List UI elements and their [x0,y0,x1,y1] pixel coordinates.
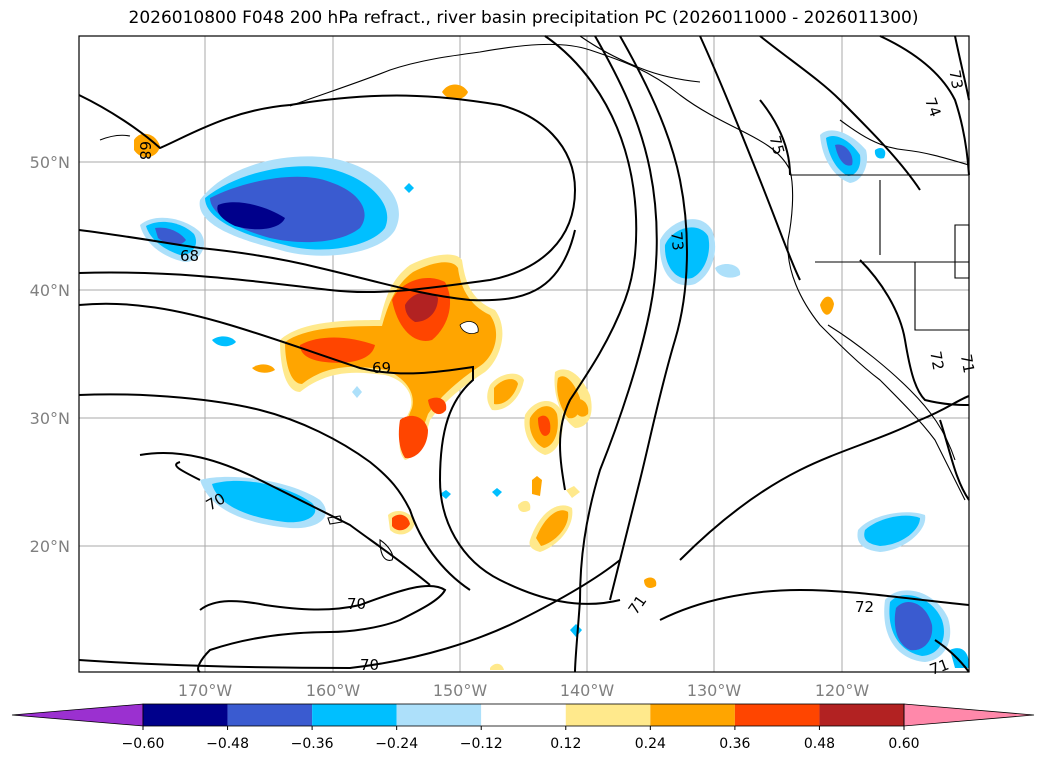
colorbar-swatch [143,704,228,726]
contour-label: 73 [945,69,966,91]
colorbar-tick-label: 0.12 [550,736,581,752]
colorbar-extend-high [903,703,1035,727]
lon-label: 170°W [178,681,233,700]
colorbar-tick-label: 0.24 [635,736,666,752]
colorbar-swatch [565,704,651,726]
longitude-labels: 170°W 160°W 150°W 140°W 130°W 120°W [178,681,870,700]
colorbar-swatch [396,704,482,726]
contour-label: 73 [667,231,687,252]
contour-label: 72 [926,350,947,372]
latitude-labels: 50°N 40°N 30°N 20°N [30,153,70,556]
lon-label: 160°W [306,681,361,700]
contour-label: 75 [766,134,788,157]
contour-label: 71 [957,353,978,375]
colorbar-tick-label: −0.24 [375,736,418,752]
contour-label: 68 [180,247,199,265]
map-title: 2026010800 F048 200 hPa refract., river … [128,8,919,28]
coastlines [99,35,970,561]
colorbar-swatch [650,704,735,726]
colorbar-swatch [481,704,566,726]
contour-label: 70 [347,595,366,613]
colorbar-tick-label: 0.36 [719,736,750,752]
contour-label: 69 [372,359,391,377]
lat-label: 20°N [30,537,70,556]
lon-label: 120°W [815,681,870,700]
contour-label: 72 [855,598,874,616]
colorbar-swatch [734,704,820,726]
colorbar-outline [142,703,905,727]
gridlines [79,36,969,672]
negative-precip-anomalies [140,130,970,668]
colorbar-extend-low [11,703,144,727]
colorbar-swatch [312,704,397,726]
colorbar-tick-label: −0.48 [206,736,249,752]
colorbar-tick-label: −0.60 [122,736,165,752]
lon-label: 150°W [433,681,488,700]
lon-label: 130°W [687,681,742,700]
lon-label: 140°W [560,681,615,700]
contour-label: 74 [921,95,944,119]
colorbar-swatch [227,704,313,726]
colorbar-tick-label: 0.48 [804,736,835,752]
colorbar-tick-label: 0.60 [888,736,919,752]
map-frame [78,35,970,673]
colorbar-swatch [819,704,904,726]
colorbar-tick-label: −0.36 [291,736,334,752]
contour-lines [78,35,970,673]
contour-label: 70 [360,656,379,674]
positive-precip-anomalies [134,84,834,670]
contour-label: 68 [136,141,154,160]
colorbar: −0.60 −0.48 −0.36 −0.24 −0.12 0.12 0.24 0.36 0.4… [11,703,1035,752]
colorbar-tick-label: −0.12 [460,736,503,752]
lat-label: 40°N [30,281,70,300]
lat-label: 30°N [30,409,70,428]
contour-label: 71 [927,655,951,678]
map-panel: 68 68 69 70 70 70 71 72 73 74 73 72 71 7… [78,35,978,679]
lat-label: 50°N [30,153,70,172]
